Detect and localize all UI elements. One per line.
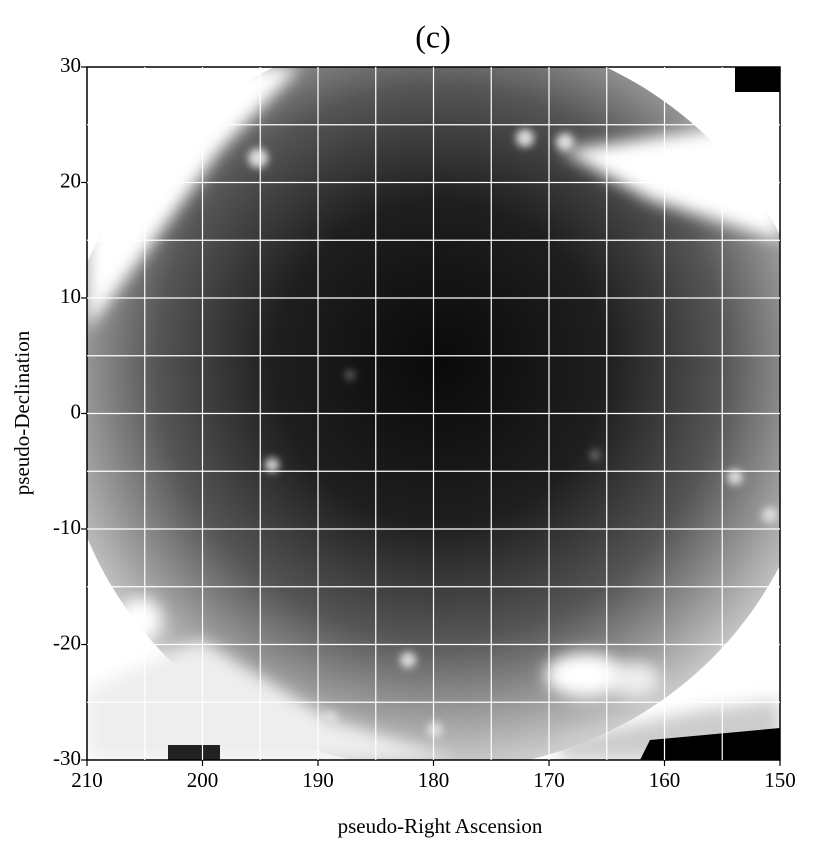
x-tick-label: 150 (764, 768, 796, 792)
y-tick-label: 0 (71, 399, 82, 423)
x-tick-label: 180 (418, 768, 450, 792)
x-axis-label: pseudo-Right Ascension (338, 814, 543, 838)
x-tick-label: 200 (187, 768, 219, 792)
x-tick-label: 210 (71, 768, 103, 792)
x-tick-label: 160 (649, 768, 681, 792)
y-tick-label: -20 (53, 630, 81, 654)
chart-title: (c) (415, 18, 451, 54)
y-tick-label: 10 (60, 284, 81, 308)
x-tick-label: 190 (302, 768, 334, 792)
y-tick-label: 20 (60, 168, 81, 192)
y-tick-label: -30 (53, 746, 81, 770)
y-tick-label: -10 (53, 515, 81, 539)
y-tick-label: 30 (60, 53, 81, 77)
x-tick-label: 170 (533, 768, 565, 792)
y-axis-label: pseudo-Declination (10, 330, 34, 495)
image-field (87, 67, 780, 760)
